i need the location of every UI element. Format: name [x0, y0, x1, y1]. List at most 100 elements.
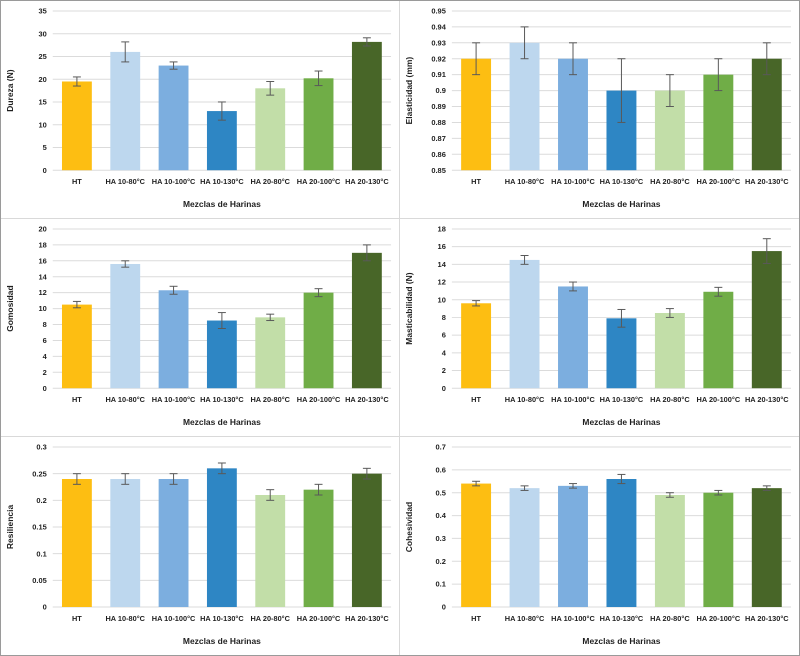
- x-tick-label: HA 10-80°C: [505, 395, 545, 404]
- x-tick-label: HA 20-130°C: [345, 614, 389, 623]
- x-tick-label: HA 10-80°C: [105, 177, 145, 186]
- x-tick-label: HA 20-80°C: [250, 614, 290, 623]
- y-tick-label: 0.88: [431, 118, 446, 127]
- bar: [509, 42, 540, 171]
- y-tick-label: 0: [43, 603, 47, 612]
- bar: [158, 290, 189, 389]
- y-tick-label: 0: [442, 603, 446, 612]
- y-tick-label: 20: [38, 75, 46, 84]
- x-tick-label: HT: [72, 395, 82, 404]
- bar: [255, 317, 286, 389]
- bar: [351, 252, 382, 389]
- panel-dureza: 0 5 10 15 20 25 30 35 HT HA 10-80°C HA 10-100°C HA …: [1, 1, 400, 219]
- elasticidad-chart: 0.85 0.86 0.87 0.88 0.89 0.9 0.91 0.92 0.93 0.94 0…: [404, 7, 792, 209]
- y-tick-label: 0.1: [36, 549, 46, 558]
- y-tick-label: 10: [38, 304, 46, 313]
- bar: [255, 495, 286, 607]
- y-tick-label: 0.3: [36, 443, 46, 452]
- y-axis-title: Dureza (N): [5, 69, 15, 111]
- bar: [751, 251, 782, 389]
- x-tick-label: HA 20-80°C: [650, 395, 690, 404]
- x-tick-label: HA 10-80°C: [105, 614, 145, 623]
- y-tick-label: 25: [38, 52, 46, 61]
- y-tick-label: 8: [43, 320, 47, 329]
- bar: [509, 488, 540, 607]
- y-tick-label: 2: [43, 368, 47, 377]
- y-tick-label: 0.1: [435, 580, 445, 589]
- x-tick-label: HA 20-130°C: [345, 395, 389, 404]
- y-tick-label: 0.2: [435, 557, 445, 566]
- x-tick-label: HA 20-80°C: [650, 614, 690, 623]
- x-axis-title: Mezclas de Harinas: [183, 199, 261, 209]
- bar: [751, 58, 782, 171]
- x-axis-title: Mezclas de Harinas: [183, 636, 261, 646]
- x-tick-label: HA 20-100°C: [297, 614, 341, 623]
- bar: [61, 304, 92, 389]
- x-tick-label: HA 10-80°C: [105, 395, 145, 404]
- y-tick-label: 0.2: [36, 496, 46, 505]
- y-tick-label: 5: [43, 143, 47, 152]
- y-tick-label: 6: [43, 336, 47, 345]
- x-axis-title: Mezclas de Harinas: [582, 636, 660, 646]
- bar: [206, 320, 237, 389]
- x-tick-label: HA 20-130°C: [745, 177, 789, 186]
- y-tick-label: 0.87: [431, 134, 446, 143]
- bar: [509, 259, 540, 389]
- bar: [558, 58, 588, 171]
- y-tick-label: 4: [442, 348, 447, 357]
- y-tick-label: 0.15: [32, 523, 47, 532]
- x-tick-label: HA 20-130°C: [745, 614, 789, 623]
- dureza-chart: 0 5 10 15 20 25 30 35 HT HA 10-80°C HA 10-100°C HA …: [5, 7, 392, 209]
- x-tick-label: HA 20-100°C: [697, 177, 741, 186]
- x-tick-label: HA 20-100°C: [697, 614, 741, 623]
- y-tick-label: 0.7: [435, 443, 445, 452]
- gomosidad-chart: 0 2 4 6 8 10 12 14 16 18 20 HT HA 10-80°C HA 10-100°C…: [5, 225, 392, 427]
- x-tick-label: HA 20-100°C: [697, 395, 741, 404]
- bar: [110, 263, 141, 389]
- y-tick-label: 0.3: [435, 534, 445, 543]
- x-tick-label: HA 20-80°C: [250, 395, 290, 404]
- x-tick-label: HA 10-130°C: [600, 177, 644, 186]
- x-tick-label: HA 10-130°C: [200, 395, 244, 404]
- bar: [303, 292, 334, 389]
- x-tick-label: HA 10-130°C: [600, 614, 644, 623]
- x-tick-label: HA 10-100°C: [152, 395, 196, 404]
- panel-masticabilidad: 0 2 4 6 8 10 12 14 16 18 HT HA 10-80°C HA 10-100°C HA…: [400, 219, 799, 437]
- y-tick-label: 12: [438, 278, 446, 287]
- y-tick-label: 0: [43, 384, 47, 393]
- bar: [303, 78, 334, 171]
- y-tick-label: 0.6: [435, 465, 445, 474]
- x-tick-label: HA 20-80°C: [650, 177, 690, 186]
- y-tick-label: 15: [38, 98, 46, 107]
- x-tick-label: HA 20-100°C: [297, 177, 341, 186]
- bar: [110, 51, 141, 171]
- bar: [461, 303, 492, 389]
- y-tick-label: 10: [438, 295, 446, 304]
- panel-gomosidad: 0 2 4 6 8 10 12 14 16 18 20 HT HA 10-80°C HA 10-100°C…: [1, 219, 400, 437]
- x-tick-label: HA 20-130°C: [745, 395, 789, 404]
- x-tick-label: HA 10-130°C: [600, 395, 644, 404]
- bar: [606, 479, 637, 607]
- bar: [606, 318, 637, 389]
- x-tick-label: HT: [72, 177, 82, 186]
- x-tick-label: HT: [471, 177, 481, 186]
- x-axis-title: Mezclas de Harinas: [582, 417, 660, 427]
- y-tick-label: 18: [438, 225, 446, 234]
- y-tick-label: 35: [38, 7, 46, 16]
- y-tick-label: 6: [442, 331, 446, 340]
- x-tick-label: HA 10-80°C: [505, 177, 545, 186]
- y-tick-label: 0.93: [431, 38, 446, 47]
- x-tick-label: HA 20-100°C: [297, 395, 341, 404]
- y-tick-label: 0.89: [431, 102, 446, 111]
- panel-cohesividad: 0 0.1 0.2 0.3 0.4 0.5 0.6 0.7 HT HA 10-80°C HA 10-…: [400, 437, 799, 655]
- bar: [303, 489, 334, 607]
- panel-elasticidad: 0.85 0.86 0.87 0.88 0.89 0.9 0.91 0.92 0.93 0.94 0…: [400, 1, 799, 219]
- x-axis-title: Mezclas de Harinas: [183, 417, 261, 427]
- bar: [61, 81, 92, 171]
- x-tick-label: HT: [72, 614, 82, 623]
- x-tick-label: HT: [471, 395, 481, 404]
- y-tick-label: 14: [38, 272, 47, 281]
- bar: [206, 468, 237, 607]
- bar: [751, 488, 782, 607]
- bar: [255, 88, 286, 171]
